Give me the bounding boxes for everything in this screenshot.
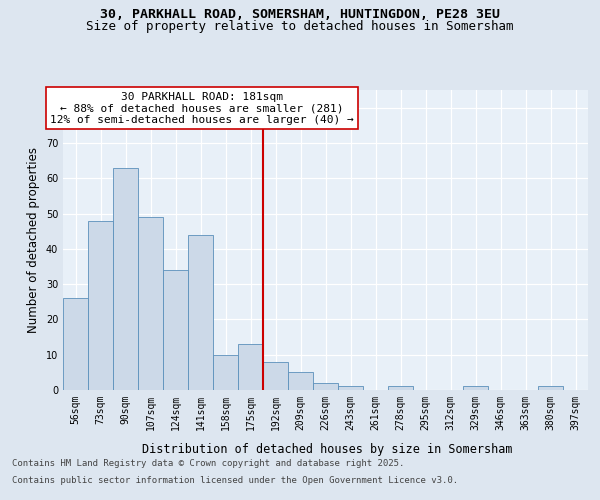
Text: Distribution of detached houses by size in Somersham: Distribution of detached houses by size … (142, 442, 512, 456)
Text: 30, PARKHALL ROAD, SOMERSHAM, HUNTINGDON, PE28 3EU: 30, PARKHALL ROAD, SOMERSHAM, HUNTINGDON… (100, 8, 500, 20)
Bar (113, 168, 138, 390)
Bar (288, 372, 313, 390)
Text: Contains HM Land Registry data © Crown copyright and database right 2025.: Contains HM Land Registry data © Crown c… (12, 458, 404, 468)
Bar (63, 298, 88, 390)
Y-axis label: Number of detached properties: Number of detached properties (27, 147, 40, 333)
Bar (388, 386, 413, 390)
Text: Contains public sector information licensed under the Open Government Licence v3: Contains public sector information licen… (12, 476, 458, 485)
Bar (338, 386, 363, 390)
Bar (163, 270, 188, 390)
Bar (313, 383, 338, 390)
Bar (138, 217, 163, 390)
Bar (188, 234, 213, 390)
Bar (238, 344, 263, 390)
Bar (88, 220, 113, 390)
Text: Size of property relative to detached houses in Somersham: Size of property relative to detached ho… (86, 20, 514, 33)
Bar (538, 386, 563, 390)
Bar (213, 354, 238, 390)
Bar (463, 386, 488, 390)
Text: 30 PARKHALL ROAD: 181sqm
← 88% of detached houses are smaller (281)
12% of semi-: 30 PARKHALL ROAD: 181sqm ← 88% of detach… (50, 92, 354, 124)
Bar (263, 362, 288, 390)
